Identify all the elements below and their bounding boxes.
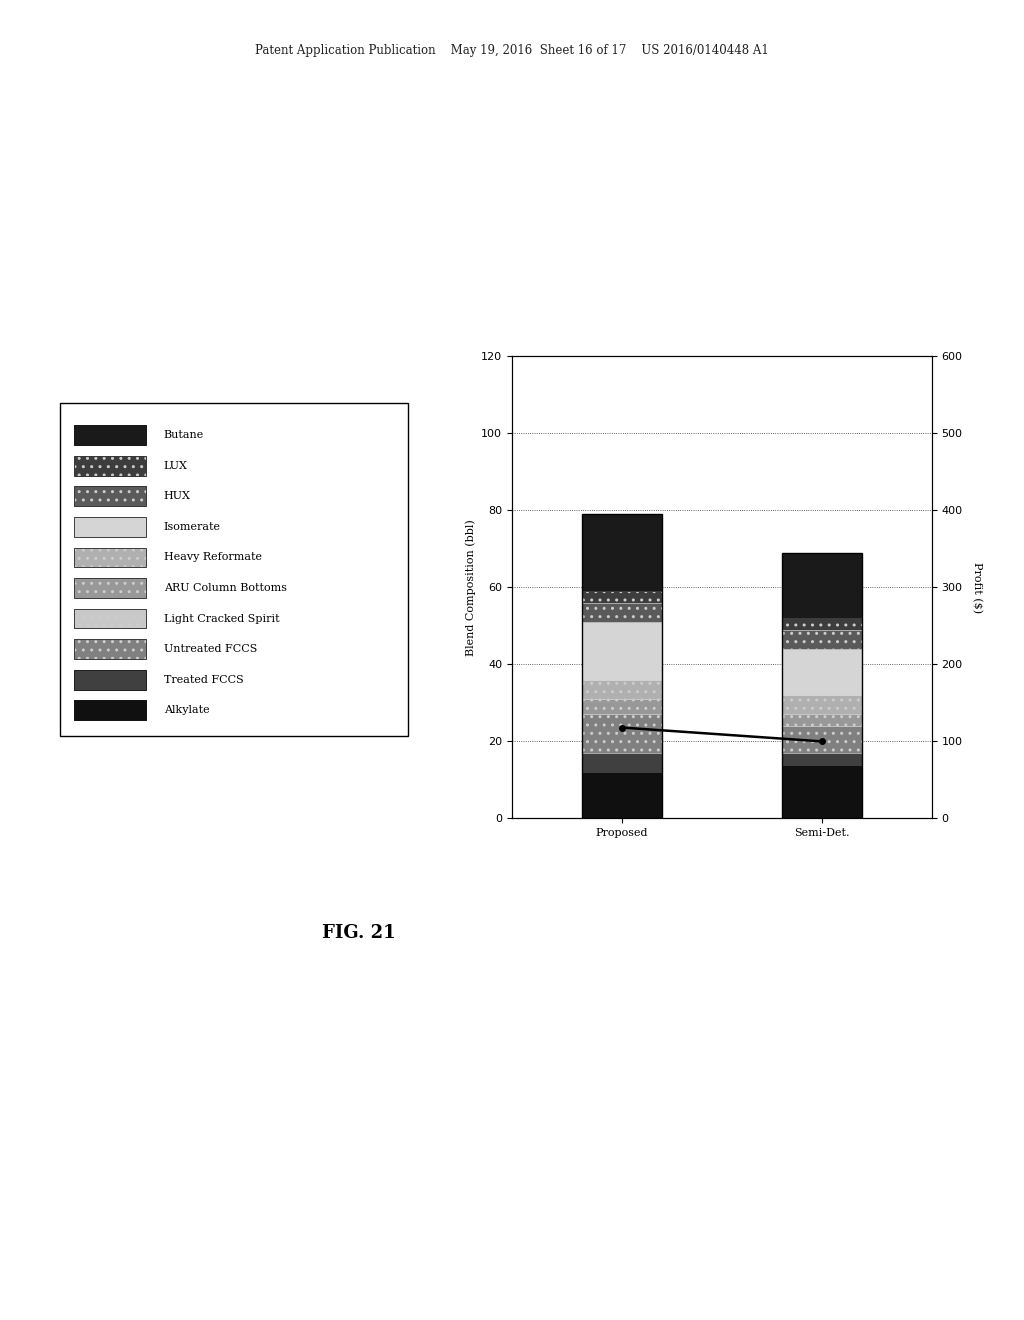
Bar	[782, 696, 862, 714]
Bar	[782, 553, 862, 618]
FancyBboxPatch shape	[74, 455, 145, 475]
FancyBboxPatch shape	[74, 487, 145, 507]
Bar	[782, 726, 862, 752]
FancyBboxPatch shape	[74, 578, 145, 598]
Y-axis label: Blend Composition (bbl): Blend Composition (bbl)	[465, 519, 475, 656]
Text: Untreated FCCS: Untreated FCCS	[164, 644, 257, 655]
Bar	[582, 714, 662, 752]
Bar	[782, 553, 862, 818]
Text: Isomerate: Isomerate	[164, 521, 221, 532]
Bar	[582, 700, 662, 714]
Bar	[582, 752, 662, 772]
Text: Treated FCCS: Treated FCCS	[164, 675, 244, 685]
Bar	[582, 622, 662, 680]
Bar	[782, 649, 862, 696]
Text: Light Cracked Spirit: Light Cracked Spirit	[164, 614, 280, 623]
Text: Heavy Reformate: Heavy Reformate	[164, 553, 262, 562]
Bar	[782, 764, 862, 818]
FancyBboxPatch shape	[74, 517, 145, 537]
Text: Patent Application Publication    May 19, 2016  Sheet 16 of 17    US 2016/014044: Patent Application Publication May 19, 2…	[255, 44, 769, 57]
Text: Butane: Butane	[164, 430, 204, 441]
FancyBboxPatch shape	[74, 669, 145, 689]
Bar	[582, 515, 662, 818]
Text: LUX: LUX	[164, 461, 187, 471]
FancyBboxPatch shape	[59, 403, 408, 735]
Text: FIG. 21: FIG. 21	[322, 924, 395, 942]
FancyBboxPatch shape	[74, 425, 145, 445]
Y-axis label: Profit ($): Profit ($)	[972, 562, 982, 612]
FancyBboxPatch shape	[74, 639, 145, 659]
Bar	[782, 618, 862, 630]
FancyBboxPatch shape	[74, 548, 145, 568]
Text: HUX: HUX	[164, 491, 190, 502]
Bar	[582, 772, 662, 818]
FancyBboxPatch shape	[74, 609, 145, 628]
Text: ARU Column Bottoms: ARU Column Bottoms	[164, 583, 287, 593]
Bar	[782, 714, 862, 726]
Text: Alkylate: Alkylate	[164, 705, 210, 715]
Bar	[582, 680, 662, 700]
Bar	[582, 515, 662, 591]
Bar	[782, 630, 862, 649]
Bar	[782, 752, 862, 764]
Bar	[582, 603, 662, 622]
FancyBboxPatch shape	[74, 701, 145, 721]
Bar	[582, 591, 662, 603]
